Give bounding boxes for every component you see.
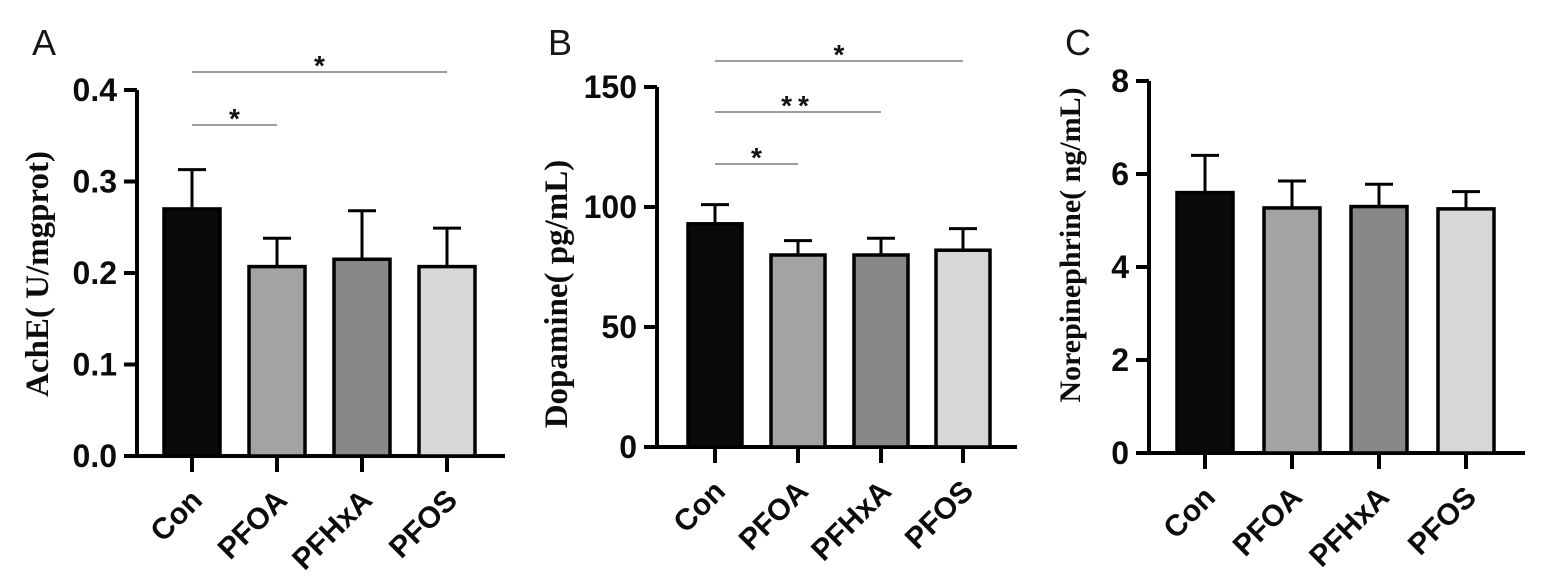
bar-pfoa: [769, 253, 827, 449]
x-tick-label-con: Con: [1157, 481, 1222, 546]
x-tick-label-pfoa: PFOA: [733, 475, 815, 557]
panel-c-chart: C Norepinephrine( ng/mL) 0 2 4 6 8 Con PFOAPFHxA…: [1054, 22, 1525, 574]
y-tick-label: 6: [1111, 156, 1129, 192]
bar-pfhxa: [852, 253, 910, 449]
y-axis-title: Norepinephrine( ng/mL): [1054, 87, 1087, 402]
y-axis-title: Dopamine( pg/mL): [539, 160, 575, 429]
x-tick-label-con: Con: [144, 484, 209, 549]
y-tick-label: 0: [619, 429, 637, 465]
bar-con: [1175, 190, 1235, 455]
bar-pfos: [1436, 207, 1496, 455]
y-tick-label: 0.4: [73, 72, 118, 108]
x-tick-label-pfos: PFOS: [1402, 481, 1483, 562]
panel-a: A AchE( U/mgprot) 0.0 0.1 0.2 0.3 0.4 Con PFOA PF…: [0, 0, 520, 581]
bar-pfoa: [247, 264, 307, 458]
bar-pfhxa: [332, 257, 392, 458]
x-tick-label-pfhxa: PFHxA: [805, 475, 898, 568]
bar-pfhxa: [1349, 204, 1409, 455]
bar-pfoa: [1262, 206, 1322, 455]
sig-label: *: [751, 142, 762, 173]
x-tick-label-pfhxa: PFHxA: [286, 484, 379, 577]
x-tick-label-pfhxa: PFHxA: [1303, 481, 1396, 574]
x-tick-label-con: Con: [667, 475, 732, 540]
y-axis-title: AchE( U/mgprot): [20, 151, 56, 397]
bar-pfos: [417, 264, 477, 458]
panel-letter: B: [548, 22, 572, 63]
x-tick-label-pfos: PFOS: [899, 475, 980, 556]
y-tick-label: 0.0: [73, 438, 117, 474]
y-tick-label: 50: [601, 309, 637, 345]
y-tick-label: 0: [1111, 435, 1129, 471]
x-tick-label-pfoa: PFOA: [212, 484, 294, 566]
bar-pfos: [934, 248, 992, 449]
panel-letter: A: [32, 22, 56, 63]
x-tick-label-pfos: PFOS: [383, 484, 464, 565]
y-tick-label: 100: [584, 189, 637, 225]
y-tick-label: 0.3: [73, 164, 117, 200]
y-tick-label: 2: [1111, 342, 1129, 378]
panel-c: C Norepinephrine( ng/mL) 0 2 4 6 8 Con PFOA PFHxA…: [1040, 0, 1551, 581]
y-tick-label: 8: [1111, 63, 1129, 99]
y-tick-label: 4: [1111, 249, 1129, 285]
y-tick-label: 150: [584, 69, 637, 105]
panel-b: B Dopamine( pg/mL) 0 50 100 150 Con PFOA PFHxA PF…: [520, 0, 1040, 581]
panel-letter: C: [1065, 22, 1091, 63]
y-tick-label: 0.1: [73, 347, 117, 383]
sig-label: *: [314, 50, 325, 81]
sig-label: *: [229, 103, 240, 134]
bar-con: [162, 207, 222, 458]
x-tick-label-pfoa: PFOA: [1227, 481, 1309, 563]
sig-label: **: [781, 90, 815, 121]
sig-label: *: [834, 39, 845, 70]
y-tick-label: 0.2: [73, 255, 117, 291]
bar-con: [686, 222, 744, 449]
